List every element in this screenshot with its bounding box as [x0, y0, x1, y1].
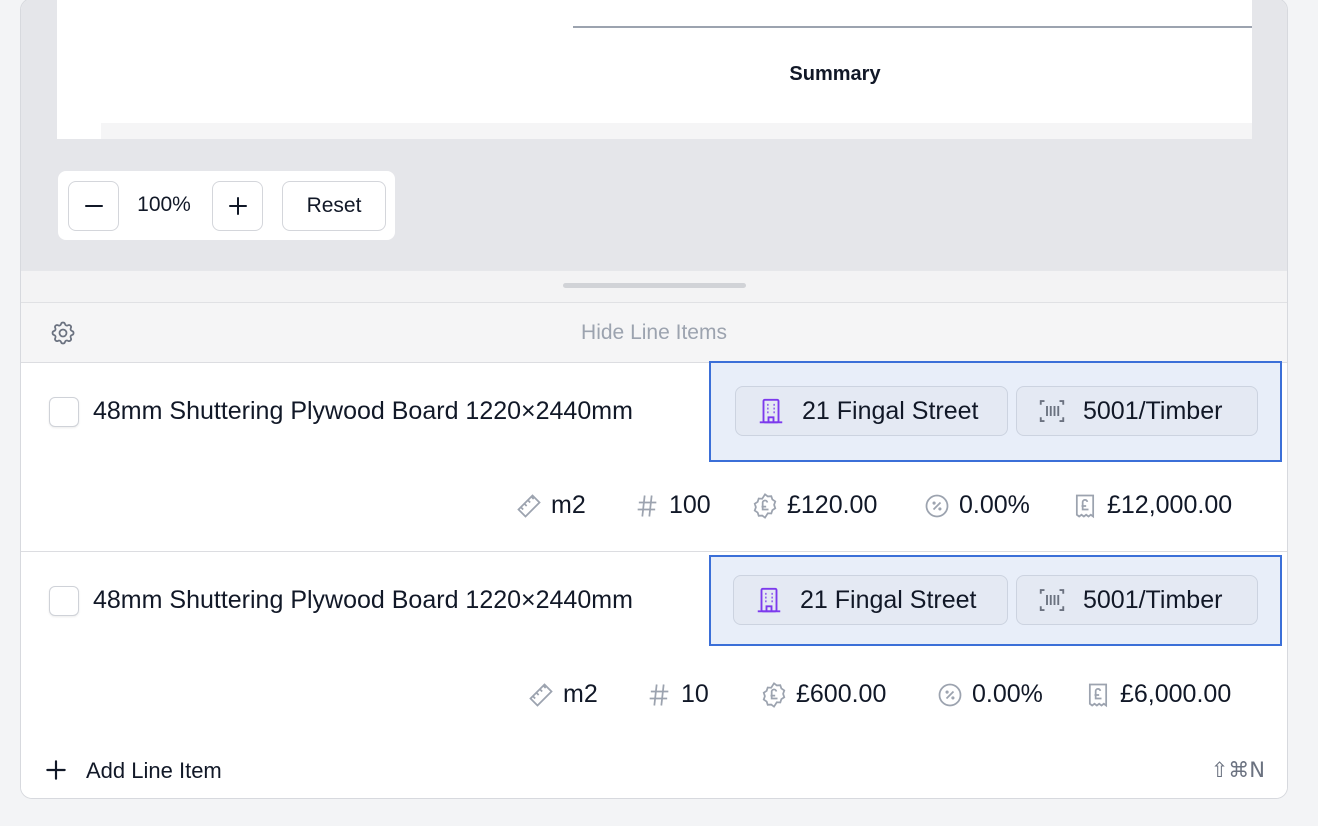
barcode-icon	[1039, 589, 1065, 611]
line-item-name[interactable]: 48mm Shuttering Plywood Board 1220×2440m…	[93, 586, 633, 614]
line-item-row: 48mm Shuttering Plywood Board 1220×2440m…	[21, 361, 1287, 552]
document-viewer: Summary 100% Reset	[21, 0, 1287, 270]
document-footer	[101, 123, 1252, 139]
line-item-checkbox[interactable]	[49, 397, 79, 427]
discount-field[interactable]: 0.00%	[923, 491, 1030, 520]
resize-handle[interactable]	[563, 283, 746, 288]
cost-code-label: 5001/Timber	[1083, 585, 1223, 614]
quantity-field[interactable]: 100	[633, 491, 711, 520]
line-items-header: Hide Line Items	[21, 303, 1287, 363]
cost-code-label: 5001/Timber	[1083, 396, 1223, 425]
discount-field[interactable]: 0.00%	[936, 680, 1043, 709]
percent-icon	[925, 494, 949, 517]
total-value: £6,000.00	[1120, 680, 1232, 708]
zoom-out-button[interactable]	[68, 181, 119, 231]
hide-line-items-toggle[interactable]: Hide Line Items	[581, 321, 727, 344]
plus-icon	[46, 760, 66, 780]
percent-icon	[938, 683, 962, 706]
unit-field[interactable]: m2	[527, 680, 598, 709]
site-label: 21 Fingal Street	[802, 396, 979, 425]
resize-strip	[21, 270, 1287, 303]
total-field: £12,000.00	[1071, 491, 1232, 520]
ruler-icon	[517, 493, 541, 518]
barcode-icon	[1039, 400, 1065, 422]
plus-icon	[228, 197, 247, 215]
quantity-field[interactable]: 10	[645, 680, 709, 709]
zoom-controls: 100% Reset	[58, 171, 395, 240]
hash-icon	[637, 494, 657, 517]
ruler-icon	[529, 682, 553, 707]
line-item-checkbox[interactable]	[49, 586, 79, 616]
zoom-in-button[interactable]	[212, 181, 263, 231]
unit-field[interactable]: m2	[515, 491, 586, 520]
line-item-name[interactable]: 48mm Shuttering Plywood Board 1220×2440m…	[93, 397, 633, 425]
unit-price-field[interactable]: £600.00	[760, 680, 886, 709]
unit-price-field[interactable]: £120.00	[751, 491, 877, 520]
total-value: £12,000.00	[1107, 491, 1233, 519]
summary-heading: Summary	[789, 63, 881, 85]
reset-zoom-button[interactable]: Reset	[282, 181, 386, 231]
zoom-level: 100%	[137, 193, 191, 216]
unit-value: m2	[563, 680, 598, 708]
price-tag-icon	[762, 681, 786, 708]
quantity-value: 100	[669, 491, 711, 519]
line-items-panel: Summary 100% Reset Hide Line Items 48mm …	[20, 0, 1288, 799]
site-tag[interactable]: 21 Fingal Street	[735, 386, 1008, 436]
price-tag-icon	[753, 492, 777, 519]
line-item-tags: 21 Fingal Street 5001/Timber	[709, 555, 1282, 646]
cost-code-tag[interactable]: 5001/Timber	[1016, 575, 1258, 625]
site-label: 21 Fingal Street	[800, 585, 977, 614]
add-line-item-label: Add Line Item	[86, 758, 222, 783]
keyboard-shortcut: ⇧⌘N	[1210, 758, 1265, 782]
unit-value: m2	[551, 491, 586, 519]
cost-code-tag[interactable]: 5001/Timber	[1016, 386, 1258, 436]
receipt-icon	[1075, 494, 1095, 518]
line-item-tags: 21 Fingal Street 5001/Timber	[709, 361, 1282, 462]
discount-value: 0.00%	[959, 491, 1030, 519]
total-field: £6,000.00	[1084, 680, 1231, 709]
hash-icon	[649, 683, 669, 706]
document-rule	[573, 26, 1252, 28]
document-page: Summary	[57, 0, 1252, 139]
building-icon	[757, 587, 781, 613]
unit-price-value: £120.00	[787, 491, 878, 519]
line-item-row: 48mm Shuttering Plywood Board 1220×2440m…	[21, 552, 1287, 742]
unit-price-value: £600.00	[796, 680, 887, 708]
building-icon	[759, 398, 783, 424]
minus-icon	[84, 205, 103, 207]
gear-icon[interactable]	[49, 319, 77, 347]
receipt-icon	[1088, 683, 1108, 707]
discount-value: 0.00%	[972, 680, 1043, 708]
quantity-value: 10	[681, 680, 709, 708]
add-line-item-button[interactable]: Add Line Item ⇧⌘N	[21, 741, 1287, 798]
site-tag[interactable]: 21 Fingal Street	[733, 575, 1008, 625]
